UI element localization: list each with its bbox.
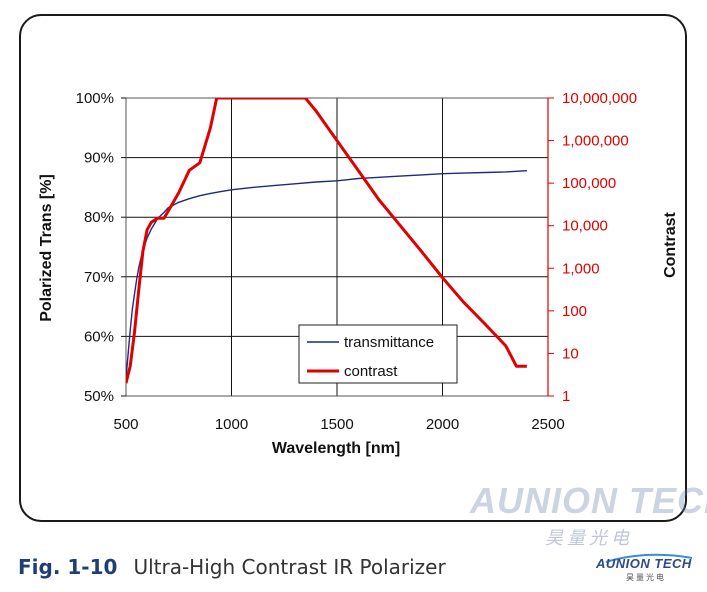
- y-right-tick-label: 10,000,000: [562, 90, 637, 107]
- y-axis-left-title: Polarized Trans [%]: [38, 174, 55, 322]
- chart: 500 1000 1500 2000 2500 50% 60% 70% 80% 90% 100% 1 1…: [38, 90, 679, 457]
- y-right-tick-label: 100: [562, 303, 587, 320]
- legend-box: [298, 324, 458, 384]
- y-axis-right-title: Contrast: [662, 211, 679, 277]
- labels: 500 1000 1500 2000 2500 50% 60% 70% 80% 90% 100% 1 1…: [76, 90, 637, 433]
- series-line-contrast: [126, 98, 527, 384]
- logo-name: AUNION TECH: [596, 556, 692, 571]
- y-right-tick-label: 10: [562, 345, 579, 362]
- chart-frame: [19, 14, 687, 522]
- watermark-chinese: 昊量光电: [545, 528, 633, 548]
- y-left-tick-label: 100%: [76, 90, 114, 107]
- y-left-tick-label: 80%: [84, 209, 114, 226]
- y-left-tick-label: 60%: [84, 328, 114, 345]
- figure-title: Ultra-High Contrast IR Polarizer: [133, 555, 446, 579]
- x-axis-title: Wavelength [nm]: [272, 440, 400, 457]
- legend-label-contrast: contrast: [344, 363, 398, 380]
- y-right-tick-label: 10,000: [562, 218, 608, 235]
- company-logo: AUNION TECH 昊量光电: [596, 552, 696, 588]
- x-tick-label: 500: [113, 416, 138, 433]
- logo-swoosh-icon: [605, 553, 693, 563]
- y-left-tick-label: 90%: [84, 150, 114, 167]
- x-tick-label: 2000: [426, 416, 459, 433]
- x-tick-label: 2500: [531, 416, 564, 433]
- legend: transmittance contrast: [298, 324, 458, 384]
- series-line-transmittance: [126, 170, 527, 379]
- legend-label-transmittance: transmittance: [344, 334, 434, 351]
- figure-number: Fig. 1-10: [18, 555, 118, 579]
- x-tick-label: 1500: [320, 416, 353, 433]
- watermark-name: AUNION TECH: [470, 480, 707, 521]
- y-right-tick-label: 1: [562, 388, 570, 405]
- y-left-tick-label: 70%: [84, 269, 114, 286]
- y-left-tick-label: 50%: [84, 388, 114, 405]
- series-layer: [126, 98, 527, 384]
- x-tick-label: 1000: [215, 416, 248, 433]
- logo-chinese: 昊量光电: [626, 573, 666, 582]
- ticks: [121, 97, 554, 397]
- figure-caption: Fig. 1-10 Ultra-High Contrast IR Polarize…: [18, 555, 446, 579]
- y-right-tick-label: 1,000,000: [562, 133, 629, 150]
- y-right-tick-label: 100,000: [562, 175, 616, 192]
- y-right-tick-label: 1,000: [562, 260, 600, 277]
